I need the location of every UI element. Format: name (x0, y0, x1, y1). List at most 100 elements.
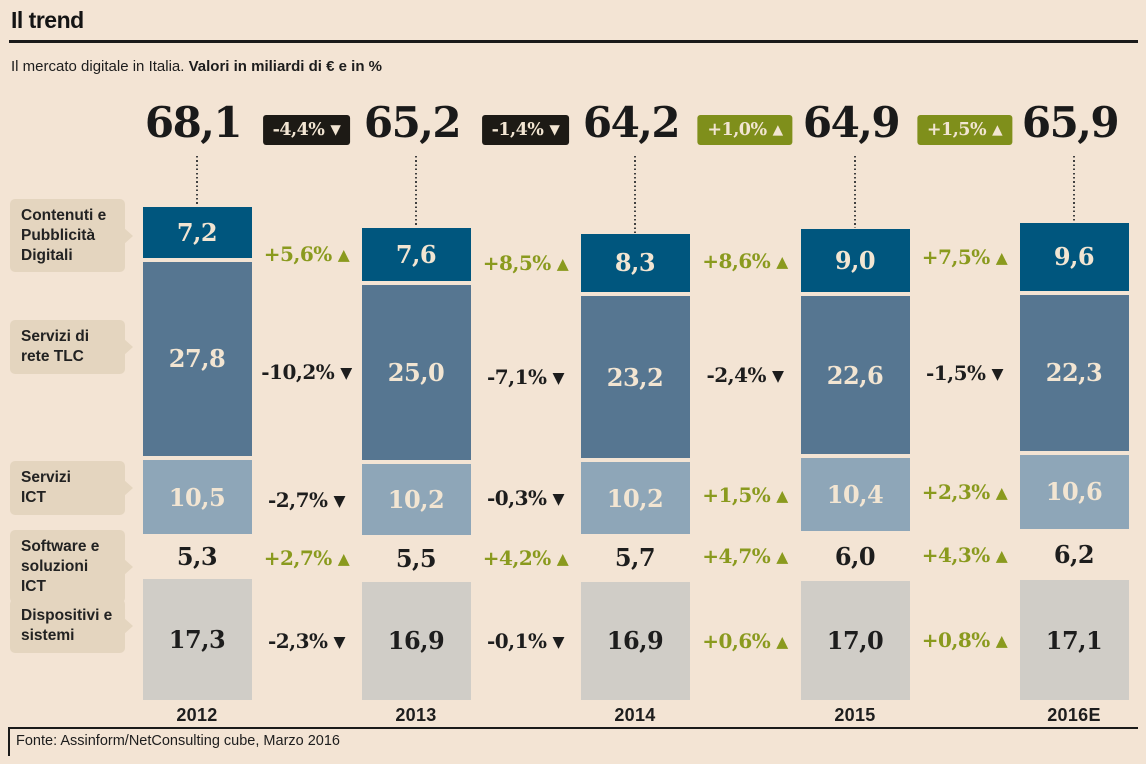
segment-change-software: +4,3% ▲ (922, 543, 1008, 567)
year-label: 2015 (834, 705, 876, 725)
change-value: +8,6% (702, 248, 771, 273)
total-change-badge: +1,0% ▲ (697, 115, 793, 145)
segment-value: 6,0 (834, 541, 876, 571)
segment-value: 7,2 (176, 217, 218, 247)
bar-segment-tlc: 22,6 (800, 296, 910, 455)
up-triangle-icon: ▲ (337, 246, 350, 265)
bar-segment-dispositivi: 16,9 (580, 581, 690, 700)
down-triangle-icon: ▼ (772, 367, 784, 386)
change-value: -1,4% (491, 120, 544, 140)
segment-change-software: +2,7% ▲ (264, 546, 350, 570)
change-value: +4,3% (921, 542, 991, 567)
segment-change-ict: -2,7% ▼ (268, 488, 346, 512)
bar-segment-contenuti: 9,6 (1019, 223, 1129, 291)
bar-segment-software: 6,2 (1020, 533, 1129, 576)
bar-segment-dispositivi: 17,1 (1019, 580, 1129, 700)
label-arrow-icon (124, 617, 133, 634)
bar-segment-contenuti: 9,0 (800, 229, 910, 292)
category-label-contenuti: Contenuti e Pubblicità Digitali (10, 199, 133, 273)
bar-segment-dispositivi: 17,0 (800, 581, 910, 700)
dotted-connector (634, 156, 636, 233)
dotted-connector (415, 156, 417, 227)
up-triangle-icon: ▲ (337, 550, 350, 569)
segment-change-dispositivi: +0,6% ▲ (702, 629, 788, 653)
up-triangle-icon: ▲ (776, 252, 788, 271)
total-change-badge: +1,5% ▲ (916, 115, 1013, 145)
bar-segment-tlc: 23,2 (580, 296, 690, 459)
dotted-connector (854, 156, 856, 228)
down-triangle-icon: ▼ (549, 122, 560, 138)
change-value: +4,2% (482, 545, 552, 570)
bar-segment-software: 5,3 (143, 538, 252, 575)
change-value: -10,2% (261, 360, 335, 385)
bar-segment-contenuti: 8,3 (580, 233, 690, 292)
segment-value: 17,1 (1045, 625, 1103, 655)
bar-segment-contenuti: 7,2 (142, 207, 252, 258)
change-value: -0,1% (486, 628, 547, 653)
category-label-tlc: Servizi di rete TLC (10, 320, 133, 374)
down-triangle-icon: ▼ (333, 491, 346, 510)
label-arrow-icon (124, 338, 133, 355)
change-value: +0,6% (702, 628, 771, 653)
segment-change-contenuti: +8,5% ▲ (483, 251, 569, 275)
up-triangle-icon: ▲ (995, 249, 1008, 267)
segment-value: 5,5 (395, 543, 437, 573)
down-triangle-icon: ▼ (552, 369, 565, 388)
segment-value: 16,9 (606, 626, 664, 656)
total-value: 64,2 (582, 98, 681, 147)
up-triangle-icon: ▲ (995, 546, 1008, 565)
segment-value: 25,0 (387, 357, 445, 387)
change-value: +5,6% (263, 242, 333, 267)
change-value: -2,4% (706, 363, 767, 388)
label-arrow-icon (124, 479, 133, 496)
down-triangle-icon: ▼ (330, 122, 341, 138)
bar-segment-dispositivi: 17,3 (142, 578, 252, 700)
segment-value: 5,7 (614, 543, 656, 573)
bar-segment-ict: 10,4 (800, 458, 910, 531)
down-triangle-icon: ▼ (340, 364, 352, 383)
segment-change-contenuti: +5,6% ▲ (264, 242, 350, 266)
footer-tick (8, 727, 10, 756)
up-triangle-icon: ▲ (772, 122, 784, 138)
change-value: -1,5% (925, 360, 986, 385)
segment-change-dispositivi: +0,8% ▲ (922, 628, 1008, 652)
change-value: +1,5% (926, 120, 987, 140)
bar-segment-ict: 10,2 (580, 462, 690, 534)
change-value: +1,0% (707, 120, 767, 140)
down-triangle-icon: ▼ (333, 632, 346, 651)
up-triangle-icon: ▲ (995, 632, 1008, 651)
segment-value: 7,6 (395, 239, 437, 269)
change-value: +2,7% (263, 546, 333, 571)
category-label-ict: Servizi ICT (10, 461, 133, 515)
subtitle-bold: Valori in miliardi di € e in % (188, 58, 382, 75)
segment-value: 27,8 (168, 344, 226, 374)
bar-segment-dispositivi: 16,9 (361, 581, 471, 700)
segment-value: 8,3 (614, 248, 656, 278)
change-value: +4,7% (702, 544, 771, 568)
bar-segment-contenuti: 7,6 (361, 227, 471, 281)
segment-value: 23,2 (606, 362, 664, 392)
up-triangle-icon: ▲ (776, 486, 788, 505)
segment-change-tlc: -2,4% ▼ (706, 363, 784, 388)
total-change-badge: -4,4% ▼ (262, 115, 351, 145)
year-label: 2016E (1047, 705, 1101, 725)
bar-segment-software: 6,0 (801, 535, 910, 577)
category-label-dispositivi: Dispositivi e sistemi (10, 599, 133, 653)
down-triangle-icon: ▼ (552, 490, 565, 509)
change-value: -2,3% (267, 628, 328, 653)
bar-segment-software: 5,7 (581, 538, 690, 578)
up-triangle-icon: ▲ (992, 122, 1003, 138)
up-triangle-icon: ▲ (556, 254, 569, 273)
segment-value: 10,6 (1045, 477, 1103, 507)
segment-change-tlc: -10,2% ▼ (261, 360, 352, 384)
segment-change-ict: +2,3% ▲ (922, 480, 1008, 504)
title-rule (9, 40, 1138, 43)
segment-change-contenuti: +7,5% ▲ (922, 245, 1008, 269)
change-value: -0,3% (486, 486, 547, 511)
change-value: +7,5% (921, 245, 991, 269)
change-value: -4,4% (272, 120, 325, 140)
segment-change-dispositivi: -2,3% ▼ (267, 628, 346, 653)
bar-segment-software: 5,5 (362, 539, 471, 578)
segment-value: 9,0 (834, 246, 876, 275)
